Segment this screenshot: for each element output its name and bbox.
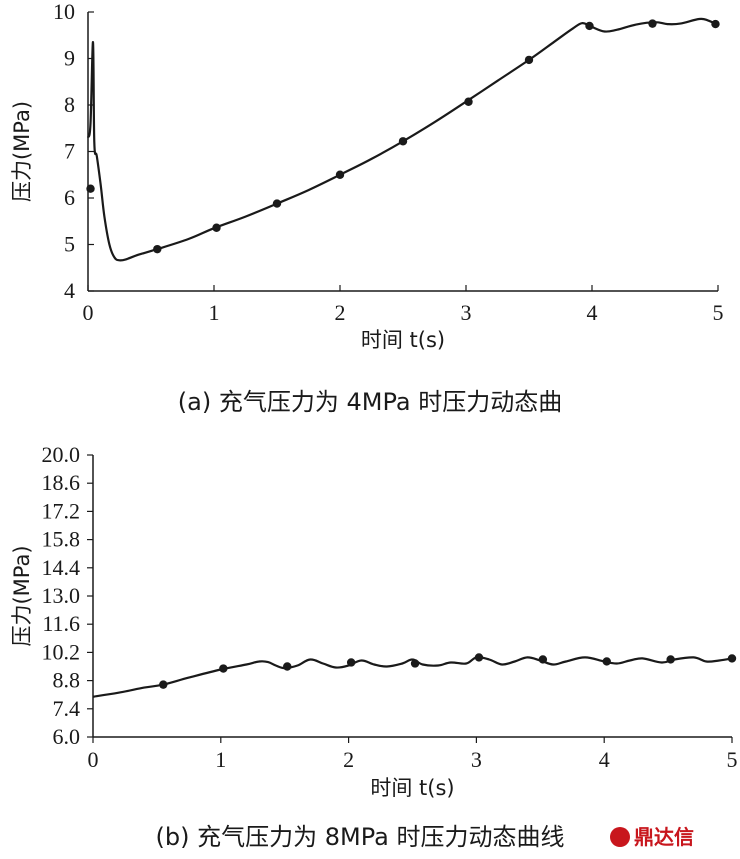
- chart-b-y-tick-label: 13.0: [42, 583, 81, 608]
- chart-b-series-line: [92, 656, 733, 698]
- chart-b-data-point: [159, 680, 168, 689]
- chart-b-x-tick-label: 5: [727, 747, 738, 772]
- chart-a-data-point: [648, 19, 657, 28]
- chart-b-y-tick-label: 20.0: [42, 442, 81, 467]
- chart-b-y-tick-label: 18.6: [42, 470, 81, 495]
- chart-a-x-tick-label: 2: [335, 300, 346, 325]
- chart-a-y-tick-label: 4: [64, 278, 75, 303]
- chart-b-data-point: [538, 655, 548, 664]
- chart-b-caption: (b) 充气压力为 8MPa 时压力动态曲线: [156, 823, 565, 851]
- chart-a-series-line: [86, 17, 719, 262]
- chart-b-y-tick-label: 17.2: [42, 498, 81, 523]
- chart-a-data-point: [86, 184, 95, 193]
- chart-a-data-point: [272, 199, 282, 208]
- chart-b-data-point: [410, 659, 420, 668]
- chart-a-data-point: [398, 137, 408, 146]
- chart-b-y-tick-label: 7.4: [53, 696, 81, 721]
- chart-a-y-axis-label: 压力(MPa): [10, 101, 34, 202]
- chart-b-x-axis-label: 时间 t(s): [370, 776, 454, 800]
- chart-a-data-point: [711, 19, 720, 29]
- chart-b: 6.0 7.4 8.8 10.2 11.6 13.0 14.4 15.8 17.2 18.6 20.…: [10, 442, 738, 851]
- chart-b-data-point: [346, 658, 356, 667]
- chart-a-x-tick-label: 5: [713, 300, 724, 325]
- chart-b-ticks: 6.0 7.4 8.8 10.2 11.6 13.0 14.4 15.8 17.2 18.6 20.…: [42, 442, 738, 772]
- chart-b-data-point: [219, 664, 228, 673]
- chart-b-x-tick-label: 0: [88, 747, 99, 772]
- chart-a-plot-area: [86, 17, 720, 262]
- chart-a-x-axis-label: 时间 t(s): [361, 328, 445, 352]
- chart-a-caption: (a) 充气压力为 4MPa 时压力动态曲: [178, 388, 562, 416]
- chart-a-data-point: [464, 97, 473, 106]
- chart-a-x-tick-label: 1: [209, 300, 220, 325]
- watermark-logo-text: 鼎达信: [634, 825, 694, 849]
- chart-a-axes: [87, 12, 718, 292]
- chart-b-y-tick-label: 15.8: [42, 527, 81, 552]
- chart-a-y-tick-label: 9: [64, 46, 75, 71]
- chart-b-data-point: [727, 654, 737, 663]
- chart-a-x-tick-label: 0: [83, 300, 94, 325]
- chart-a-data-point: [585, 21, 594, 31]
- chart-b-data-point: [283, 662, 292, 671]
- chart-b-data-point: [602, 657, 611, 666]
- chart-a-ticks: 4 5 6 7 8 9 10 0 1 2 3 4 5: [53, 0, 724, 325]
- chart-a-y-tick-label: 8: [64, 92, 75, 117]
- chart-a-x-tick-label: 4: [587, 300, 598, 325]
- watermark-logo-icon: [610, 827, 630, 847]
- chart-b-x-tick-label: 2: [343, 747, 354, 772]
- chart-b-plot-area: [92, 653, 737, 698]
- chart-b-x-tick-label: 3: [471, 747, 482, 772]
- watermark-logo: 鼎达信: [610, 825, 694, 849]
- chart-a-data-point: [335, 170, 345, 179]
- chart-b-y-tick-label: 11.6: [42, 611, 80, 636]
- chart-b-y-tick-label: 6.0: [53, 724, 81, 749]
- chart-b-x-tick-label: 4: [599, 747, 610, 772]
- chart-a-y-tick-label: 7: [64, 139, 75, 164]
- chart-b-y-tick-label: 8.8: [53, 668, 81, 693]
- chart-a-data-point: [212, 223, 221, 232]
- chart-a-y-tick-label: 5: [64, 232, 75, 257]
- chart-a-y-tick-label: 10: [53, 0, 75, 24]
- chart-b-data-point: [666, 655, 675, 664]
- chart-b-axes: [92, 455, 732, 738]
- chart-b-data-point: [474, 653, 484, 662]
- chart-a-data-point: [524, 55, 534, 65]
- chart-a-y-tick-label: 6: [64, 185, 75, 210]
- chart-b-x-tick-label: 1: [215, 747, 226, 772]
- chart-b-y-tick-label: 14.4: [42, 555, 81, 580]
- chart-b-y-tick-label: 10.2: [42, 639, 81, 664]
- chart-a: 4 5 6 7 8 9 10 0 1 2 3 4 5 时间 t(s) 压力(MPa) (a) 充气压力为…: [10, 0, 724, 416]
- chart-b-y-axis-label: 压力(MPa): [10, 545, 34, 646]
- chart-a-x-tick-label: 3: [461, 300, 472, 325]
- chart-a-data-point: [153, 244, 162, 254]
